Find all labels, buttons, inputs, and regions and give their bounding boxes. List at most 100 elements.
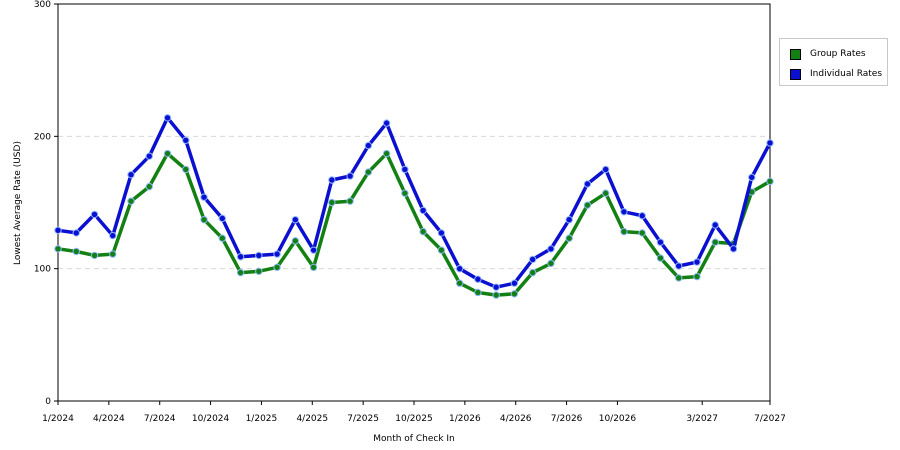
legend-item-group: Group Rates	[790, 47, 866, 61]
data-point-individual-rates	[382, 119, 391, 127]
data-point-individual-rates	[492, 283, 500, 291]
data-point-individual-rates	[620, 208, 628, 216]
data-point-individual-rates	[90, 210, 99, 219]
data-point-individual-rates	[766, 139, 774, 147]
data-point-individual-rates	[638, 212, 646, 220]
x-tick-label: 10/2024	[192, 414, 230, 424]
x-tick-label: 4/2025	[296, 414, 328, 424]
data-point-individual-rates	[474, 275, 482, 283]
x-tick-label: 7/2024	[144, 414, 176, 424]
data-point-group-rates	[273, 263, 281, 272]
data-point-individual-rates	[346, 172, 354, 180]
legend-item-individual: Individual Rates	[790, 67, 882, 81]
data-point-group-rates	[528, 268, 537, 277]
data-point-individual-rates	[656, 238, 665, 246]
y-tick-label: 0	[45, 397, 51, 407]
data-point-individual-rates	[72, 229, 80, 237]
data-point-individual-rates	[255, 251, 263, 260]
data-point-individual-rates	[455, 264, 464, 273]
data-point-individual-rates	[675, 262, 683, 270]
data-point-group-rates	[163, 149, 172, 158]
x-tick-label: 7/2025	[347, 414, 379, 424]
data-point-group-rates	[218, 234, 227, 242]
data-point-individual-rates	[200, 193, 208, 201]
legend-swatch-group	[790, 48, 801, 60]
data-point-group-rates	[510, 290, 519, 298]
data-point-individual-rates	[291, 216, 300, 224]
series	[54, 114, 774, 299]
x-tick-label: 1/2025	[246, 414, 278, 424]
data-point-individual-rates	[309, 246, 318, 254]
data-point-group-rates	[346, 197, 354, 205]
legend-label-group: Group Rates	[810, 49, 866, 59]
data-point-individual-rates	[565, 216, 573, 224]
data-point-individual-rates	[711, 221, 719, 229]
data-point-individual-rates	[693, 258, 701, 266]
series-line-group-rates	[57, 151, 771, 297]
data-point-individual-rates	[748, 173, 756, 182]
data-point-group-rates	[236, 268, 245, 277]
y-tick-label: 200	[34, 132, 51, 142]
data-point-group-rates	[492, 291, 500, 299]
data-point-individual-rates	[547, 245, 555, 253]
data-point-group-rates	[711, 238, 719, 246]
data-point-group-rates	[656, 254, 665, 262]
data-point-group-rates	[693, 272, 701, 281]
data-point-group-rates	[620, 227, 628, 236]
data-point-individual-rates	[145, 152, 153, 160]
y-tick-label: 100	[34, 265, 51, 275]
data-point-individual-rates	[419, 206, 427, 215]
x-axis-title: Month of Check In	[373, 434, 455, 444]
y-tick-label: 300	[34, 0, 51, 10]
data-point-individual-rates	[364, 141, 373, 150]
legend-label-individual: Individual Rates	[810, 69, 883, 79]
data-point-group-rates	[90, 251, 99, 260]
axes: 0 100 200 300 1/2024 4/2024 7/2024 10/2024 1/202…	[34, 0, 786, 424]
data-point-individual-rates	[510, 279, 519, 287]
data-point-group-rates	[419, 227, 427, 236]
data-point-group-rates	[437, 246, 446, 254]
data-point-group-rates	[255, 267, 263, 276]
grid-lines	[58, 135, 770, 270]
data-point-group-rates	[474, 288, 482, 297]
x-tick-label: 3/2027	[686, 414, 718, 424]
data-point-individual-rates	[328, 176, 336, 184]
data-point-individual-rates	[437, 229, 446, 237]
data-point-group-rates	[547, 259, 555, 268]
data-point-group-rates	[328, 198, 336, 207]
data-point-individual-rates	[182, 136, 190, 145]
y-axis-title: Lowest Average Rate (USD)	[13, 141, 23, 265]
data-point-group-rates	[601, 189, 610, 197]
data-point-group-rates	[109, 250, 117, 258]
x-tick-label: 1/2026	[449, 414, 481, 424]
data-point-individual-rates	[601, 165, 610, 174]
data-point-group-rates	[382, 149, 391, 158]
data-point-group-rates	[127, 197, 135, 205]
data-point-individual-rates	[729, 245, 738, 253]
data-point-individual-rates	[54, 226, 62, 234]
data-point-group-rates	[291, 237, 300, 245]
data-point-group-rates	[309, 263, 318, 272]
data-point-individual-rates	[528, 255, 537, 264]
data-point-individual-rates	[583, 180, 592, 188]
data-point-individual-rates	[218, 214, 227, 223]
data-point-individual-rates	[273, 250, 281, 258]
data-point-group-rates	[638, 229, 646, 237]
x-tick-label: 4/2026	[500, 414, 532, 424]
data-point-group-rates	[200, 216, 208, 224]
data-point-group-rates	[72, 247, 80, 256]
data-point-group-rates	[583, 201, 592, 209]
data-point-individual-rates	[127, 171, 135, 179]
x-tick-label: 4/2024	[93, 414, 125, 424]
data-point-group-rates	[54, 245, 62, 253]
series-line-individual-rates	[57, 116, 772, 289]
data-point-group-rates	[675, 274, 683, 282]
data-point-individual-rates	[109, 231, 117, 240]
chart-legend: Group Rates Individual Rates	[779, 38, 888, 86]
data-point-group-rates	[401, 189, 409, 197]
data-point-individual-rates	[401, 165, 409, 174]
x-tick-label: 7/2026	[551, 414, 583, 424]
legend-swatch-individual	[790, 68, 801, 80]
x-tick-label: 7/2027	[754, 414, 786, 424]
